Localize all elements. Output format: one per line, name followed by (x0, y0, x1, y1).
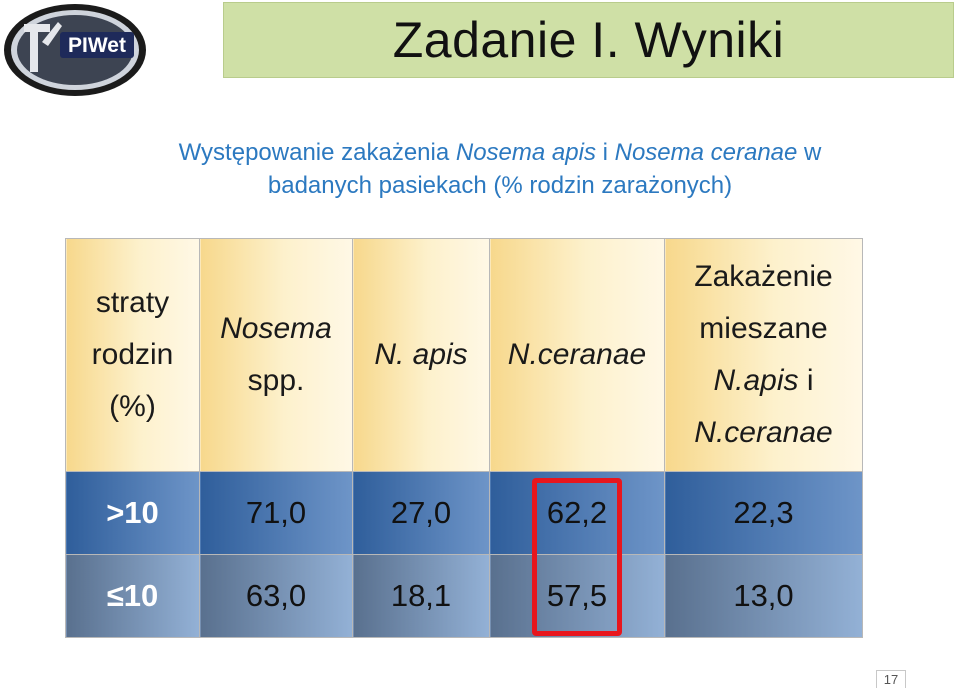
row-label: ≤10 (65, 554, 200, 638)
subtitle-line-1: Występowanie zakażenia Nosema apis i Nos… (60, 136, 940, 169)
subtitle-species-apis: Nosema apis (455, 139, 596, 166)
header-n-apis-label: N. apis (374, 338, 468, 371)
header-losses-line-1: straty (95, 286, 170, 319)
table-cell: 27,0 (352, 471, 490, 555)
page-number: 17 (876, 670, 906, 688)
subtitle-line-2: badanych pasiekach (% rodzin zarażonych) (267, 172, 733, 199)
header-n-ceranae-label: N.ceranae (507, 338, 647, 371)
header-losses: straty rodzin (%) (65, 238, 200, 472)
ceranae-highlight-box (532, 478, 622, 636)
header-n-ceranae: N.ceranae (489, 238, 665, 472)
header-losses-line-2: rodzin (91, 338, 174, 371)
header-losses-line-3: (%) (109, 390, 156, 423)
header-mixed-and: i (798, 364, 814, 397)
table-cell: 22,3 (664, 471, 863, 555)
header-mixed-line-1: Zakażenie (694, 260, 833, 293)
subtitle-text-3: w (797, 139, 822, 166)
header-nosema-spp: Nosema spp. (199, 238, 353, 472)
header-mixed-line-3: N.apis i (665, 355, 862, 407)
header-nosema-line-1: Nosema (220, 312, 332, 345)
header-mixed-line-4: N.ceranae (694, 416, 833, 449)
table-cell: 13,0 (664, 554, 863, 638)
table-cell: 18,1 (352, 554, 490, 638)
piwet-logo: PIWet (4, 4, 146, 96)
row-label: >10 (65, 471, 200, 555)
subtitle-text-1: Występowanie zakażenia (178, 139, 456, 166)
results-table: straty rodzin (%) Nosema spp. N. apis N.… (65, 238, 863, 638)
subtitle-text-2: i (595, 139, 615, 166)
table-cell: 71,0 (199, 471, 353, 555)
header-n-apis: N. apis (352, 238, 490, 472)
table-cell: 62,2 (489, 471, 665, 555)
header-mixed-infection: Zakażenie mieszane N.apis i N.ceranae (664, 238, 863, 472)
page-title: Zadanie I. Wyniki (392, 12, 785, 68)
subtitle: Występowanie zakażenia Nosema apis i Nos… (60, 136, 940, 202)
title-bar: Zadanie I. Wyniki (223, 2, 954, 78)
table-cell: 63,0 (199, 554, 353, 638)
logo-text: PIWet (68, 34, 126, 57)
table-cell: 57,5 (489, 554, 665, 638)
header-mixed-line-2: mieszane (699, 312, 828, 345)
header-nosema-line-2: spp. (247, 364, 305, 397)
table-row: >10 71,0 27,0 62,2 22,3 (65, 471, 863, 555)
subtitle-species-ceranae: Nosema ceranae (614, 139, 798, 166)
table-header-row: straty rodzin (%) Nosema spp. N. apis N.… (65, 238, 863, 472)
table-row: ≤10 63,0 18,1 57,5 13,0 (65, 554, 863, 638)
header-mixed-apis: N.apis (713, 364, 799, 397)
